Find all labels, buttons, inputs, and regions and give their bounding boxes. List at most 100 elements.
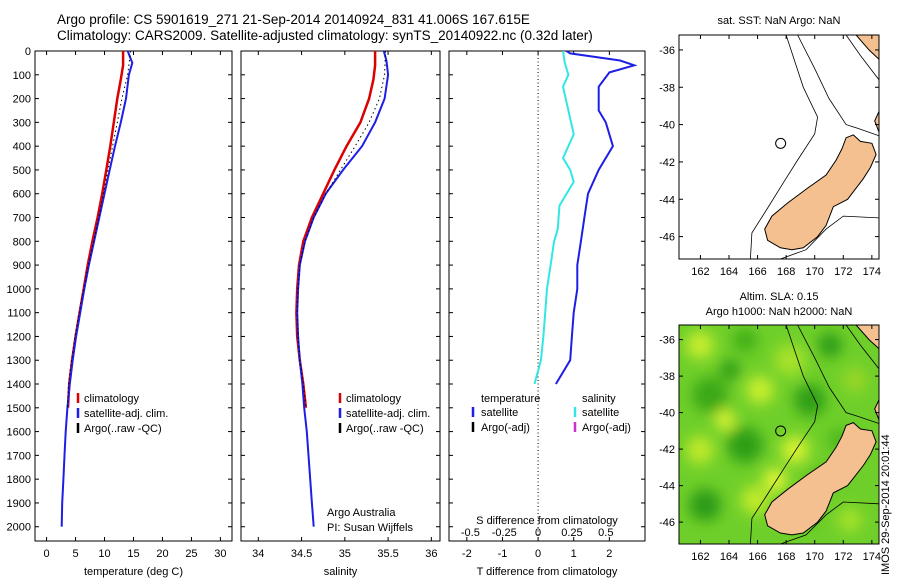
legend-label: satellite-adj. clim. [346,408,430,420]
x-tick-label: 0 [44,548,50,560]
y-tick-label: 700 [13,213,31,225]
x-tick-label: 36 [425,548,437,560]
map-y-tick-label: -44 [659,194,675,206]
sla-blob [733,328,757,352]
legend-label: Argo(..raw -QC) [84,423,162,435]
map-x-tick-label: 164 [720,266,738,278]
sla-blob [794,384,826,416]
x-axis-label: temperature (deg C) [84,566,183,578]
depth-contour [845,325,879,370]
sla-blob [741,486,769,514]
map-x-tick-label: 170 [806,266,824,278]
sla-blob [689,489,721,521]
x-tick-label: 10 [98,548,110,560]
map-y-tick-label: -40 [659,408,675,420]
legend-label: climatology [84,393,140,405]
series-line-satellite-adj-clim- [60,50,134,527]
legend-label: Argo(-adj) [582,422,631,434]
imos-timestamp: IMOS 29-Sep-2014 20:01:44 [880,434,892,575]
map-y-tick-label: -42 [659,157,675,169]
map-x-tick-label: 166 [748,266,766,278]
argo-float-marker [775,137,787,149]
map-x-tick-label: 168 [777,266,795,278]
map-y-tick-label: -36 [659,335,675,347]
x-tick-label: 20 [156,548,168,560]
y-tick-label: 1200 [7,331,31,343]
y-tick-label: 1700 [7,450,31,462]
depth-contour [749,325,879,544]
sla-blob [686,436,714,464]
map-y-tick-label: -44 [659,481,675,493]
y-tick-label: 800 [13,236,31,248]
x-tick-label: 5 [72,548,78,560]
series-line-temperature-satellite [555,50,638,385]
annotation-text: Argo Australia [327,507,396,519]
salinity-tick-label: 0 [535,527,541,539]
x-axis-label: salinity [324,566,358,578]
map-x-tick-label: 174 [863,551,881,563]
x-tick-label: 35 [339,548,351,560]
salinity-tick-label: 0.5 [598,527,613,539]
legend-title: salinity [582,393,616,405]
map-x-tick-label: 162 [691,266,709,278]
sla-blob [746,376,774,404]
chart-title-line1: Argo profile: CS 5901619_271 21-Sep-2014… [57,12,530,27]
sla-blob [781,436,809,464]
map-y-tick-label: -40 [659,120,675,132]
y-tick-label: 1900 [7,498,31,510]
map-y-tick-label: -46 [659,517,675,529]
land-north-island [874,398,879,437]
chart-title-line2: Climatology: CARS2009. Satellite-adjuste… [57,28,593,43]
sla-blob [686,331,714,359]
legend-label: satellite-adj. clim. [84,408,168,420]
y-tick-label: 900 [13,260,31,272]
sla-map-body [679,325,879,544]
sla-blob [774,344,806,376]
y-tick-label: 200 [13,94,31,106]
y-tick-label: 300 [13,117,31,129]
depth-contour [749,35,879,259]
x-tick-label: 15 [127,548,139,560]
sla-blob [763,468,787,492]
map-x-tick-label: 166 [748,551,766,563]
salinity-panel-frame [240,50,441,542]
y-tick-label: 1300 [7,355,31,367]
map-x-tick-label: 164 [720,551,738,563]
legend-label: satellite [481,407,518,419]
x-tick-label: 34.5 [291,548,312,560]
sla-blob [727,427,763,463]
y-tick-label: 0 [25,46,31,58]
series-line-satellite-adj-clim- [296,50,390,527]
y-tick-label: 1600 [7,427,31,439]
salinity-tick-label: -0.5 [461,527,480,539]
map-title: Altim. SLA: 0.15 [740,291,819,303]
y-tick-label: 1500 [7,403,31,415]
x-tick-label: 0 [535,548,541,560]
salinity-tick-label: 0.25 [561,527,582,539]
map-title: Argo h1000: NaN h2000: NaN [706,306,853,318]
x-axis-label: T difference from climatology [477,566,618,578]
series-line-argo-raw-qc- [66,50,132,408]
map-y-tick-label: -38 [659,82,675,94]
legend-title: temperature [481,393,540,405]
sla-blob [692,377,728,413]
map-x-tick-label: 170 [806,551,824,563]
map-x-tick-label: 174 [863,266,881,278]
y-tick-label: 100 [13,70,31,82]
map-frame [678,34,880,260]
salinity-axis-label: S difference from climatology [476,515,618,527]
sst-map-body [679,35,879,259]
map-frame [678,324,880,545]
land-south-island [764,134,877,251]
y-tick-label: 2000 [7,522,31,534]
x-tick-label: -2 [462,548,472,560]
series-line-salinity-satellite [533,50,575,385]
x-tick-label: 2 [606,548,612,560]
x-tick-label: 34 [252,548,264,560]
legend-label: climatology [346,393,402,405]
sla-blob [843,368,867,392]
y-tick-label: 1800 [7,474,31,486]
argo-float-marker [775,425,787,437]
sla-blob [838,508,862,532]
